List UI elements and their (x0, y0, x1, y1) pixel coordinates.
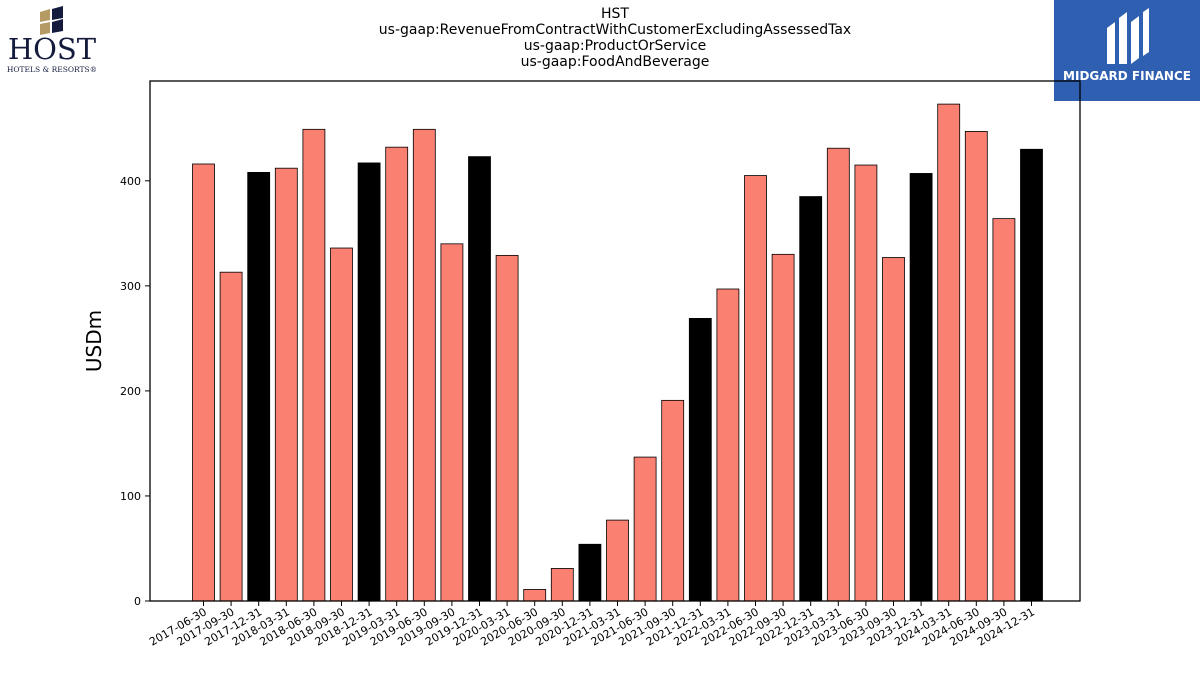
y-tick-label: 100 (120, 490, 141, 503)
x-axis: 2017-06-302017-09-302017-12-312018-03-31… (147, 601, 1037, 649)
bar-2020-03-31 (495, 254, 519, 602)
bar-2023-09-30 (882, 257, 905, 602)
host-wordmark: HOST (7, 32, 97, 66)
bar-2017-12-31 (247, 171, 271, 602)
title-line-2: us-gaap:RevenueFromContractWithCustomerE… (378, 22, 852, 38)
midgard-name: MIDGARD FINANCE (1063, 69, 1191, 83)
bar-2022-12-31 (799, 196, 823, 602)
bar-2022-06-30 (744, 175, 767, 602)
bar-2018-03-31 (274, 167, 298, 602)
bar-2022-03-31 (716, 288, 740, 602)
bar-2021-03-31 (606, 519, 629, 602)
bar-2019-09-30 (440, 243, 464, 602)
bar-2019-03-31 (385, 146, 409, 602)
bar-2021-09-30 (661, 399, 685, 602)
bar-2023-12-31 (909, 173, 933, 602)
y-axis: 0 100 200 300 400 (120, 175, 150, 608)
bar-2023-03-31 (826, 147, 850, 602)
host-emblem-icon (40, 6, 63, 35)
bar-2019-06-30 (412, 128, 436, 602)
bar-2017-06-30 (192, 163, 215, 602)
plot-frame (149, 80, 1081, 602)
y-tick-label: 200 (120, 385, 141, 398)
bar-2017-09-30 (219, 271, 243, 602)
bar-2024-12-31 (1020, 148, 1043, 602)
bar-2021-06-30 (633, 456, 657, 602)
y-tick-label: 0 (134, 595, 141, 608)
bars-group (192, 103, 1043, 602)
y-axis-label: USDm (82, 310, 106, 372)
y-tick-label: 400 (120, 175, 141, 188)
title-line-3: us-gaap:ProductOrService (523, 38, 707, 54)
title-line-1: HST (601, 6, 629, 22)
midgard-emblem-icon (1107, 8, 1149, 64)
midgard-logo: MIDGARD FINANCE (1054, 0, 1200, 101)
chart-title: HST us-gaap:RevenueFromContractWithCusto… (0, 6, 1200, 70)
bar-2023-06-30 (854, 164, 878, 602)
host-subline: HOTELS & RESORTS® (6, 65, 98, 74)
y-tick-label: 300 (120, 280, 141, 293)
bar-2024-03-31 (937, 103, 961, 602)
bar-2024-06-30 (964, 131, 988, 602)
bar-2018-12-31 (357, 162, 381, 602)
bar-2022-09-30 (771, 253, 795, 602)
host-logo: HOST HOTELS & RESORTS® (2, 4, 102, 74)
bar-2021-12-31 (688, 318, 712, 602)
title-line-4: us-gaap:FoodAndBeverage (520, 54, 710, 70)
bar-2024-09-30 (992, 218, 1016, 602)
bar-2019-12-31 (468, 156, 491, 602)
bar-2018-06-30 (302, 128, 326, 602)
bar-2020-12-31 (578, 543, 602, 602)
bar-2018-09-30 (330, 247, 353, 602)
bar-2020-09-30 (550, 568, 574, 602)
bar-2020-06-30 (523, 589, 547, 602)
